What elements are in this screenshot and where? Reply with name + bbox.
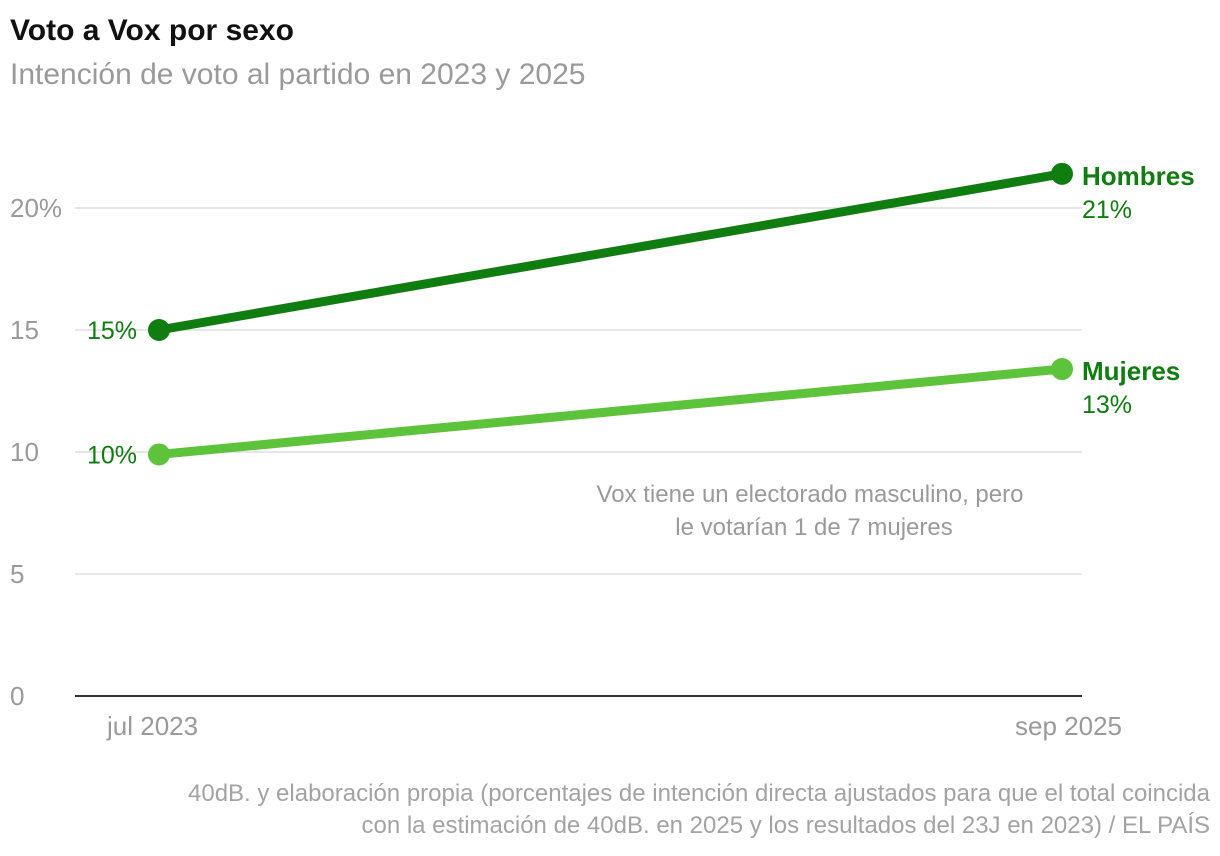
chart-subtitle: Intención de voto al partido en 2023 y 2… bbox=[10, 58, 586, 91]
y-tick-label: 0 bbox=[10, 681, 24, 711]
start-value-label-hombres: 15% bbox=[87, 317, 137, 345]
data-point-hombres bbox=[1051, 162, 1073, 185]
series-layer bbox=[148, 162, 1073, 466]
y-tick-label: 10 bbox=[10, 437, 39, 467]
source-note: 40dB. y elaboración propia (porcentajes … bbox=[20, 778, 1210, 842]
y-tick-label: 20% bbox=[10, 193, 62, 223]
series-name-label-hombres: Hombres bbox=[1082, 161, 1195, 191]
data-point-hombres bbox=[148, 319, 170, 341]
annotation-line-2: le votarían 1 de 7 mujeres bbox=[675, 514, 953, 541]
y-tick-label: 15 bbox=[10, 315, 39, 345]
annotation-line-1: Vox tiene un electorado masculino, pero bbox=[597, 481, 1024, 508]
x-tick-label: jul 2023 bbox=[106, 711, 198, 741]
grid-layer: 0 5 10 15 20% jul 2023 sep 2025 bbox=[10, 193, 1122, 741]
label-layer: 15% Hombres 21% 10% Mujeres 13% bbox=[87, 161, 1195, 470]
end-value-label-hombres: 21% bbox=[1082, 196, 1132, 224]
data-point-mujeres bbox=[1051, 358, 1073, 381]
series-name-label-mujeres: Mujeres bbox=[1082, 356, 1180, 386]
end-value-label-mujeres: 13% bbox=[1082, 391, 1132, 419]
chart-title: Voto a Vox por sexo bbox=[10, 14, 294, 47]
source-line-1: 40dB. y elaboración propia (porcentajes … bbox=[188, 780, 1210, 807]
x-tick-label: sep 2025 bbox=[1015, 711, 1122, 741]
series-line-mujeres bbox=[154, 364, 1067, 459]
y-tick-label: 5 bbox=[10, 559, 24, 589]
data-point-mujeres bbox=[148, 443, 170, 466]
start-value-label-mujeres: 10% bbox=[87, 441, 137, 469]
source-line-2: con la estimación de 40dB. en 2025 y los… bbox=[361, 812, 1210, 839]
series-line-hombres bbox=[154, 169, 1067, 335]
